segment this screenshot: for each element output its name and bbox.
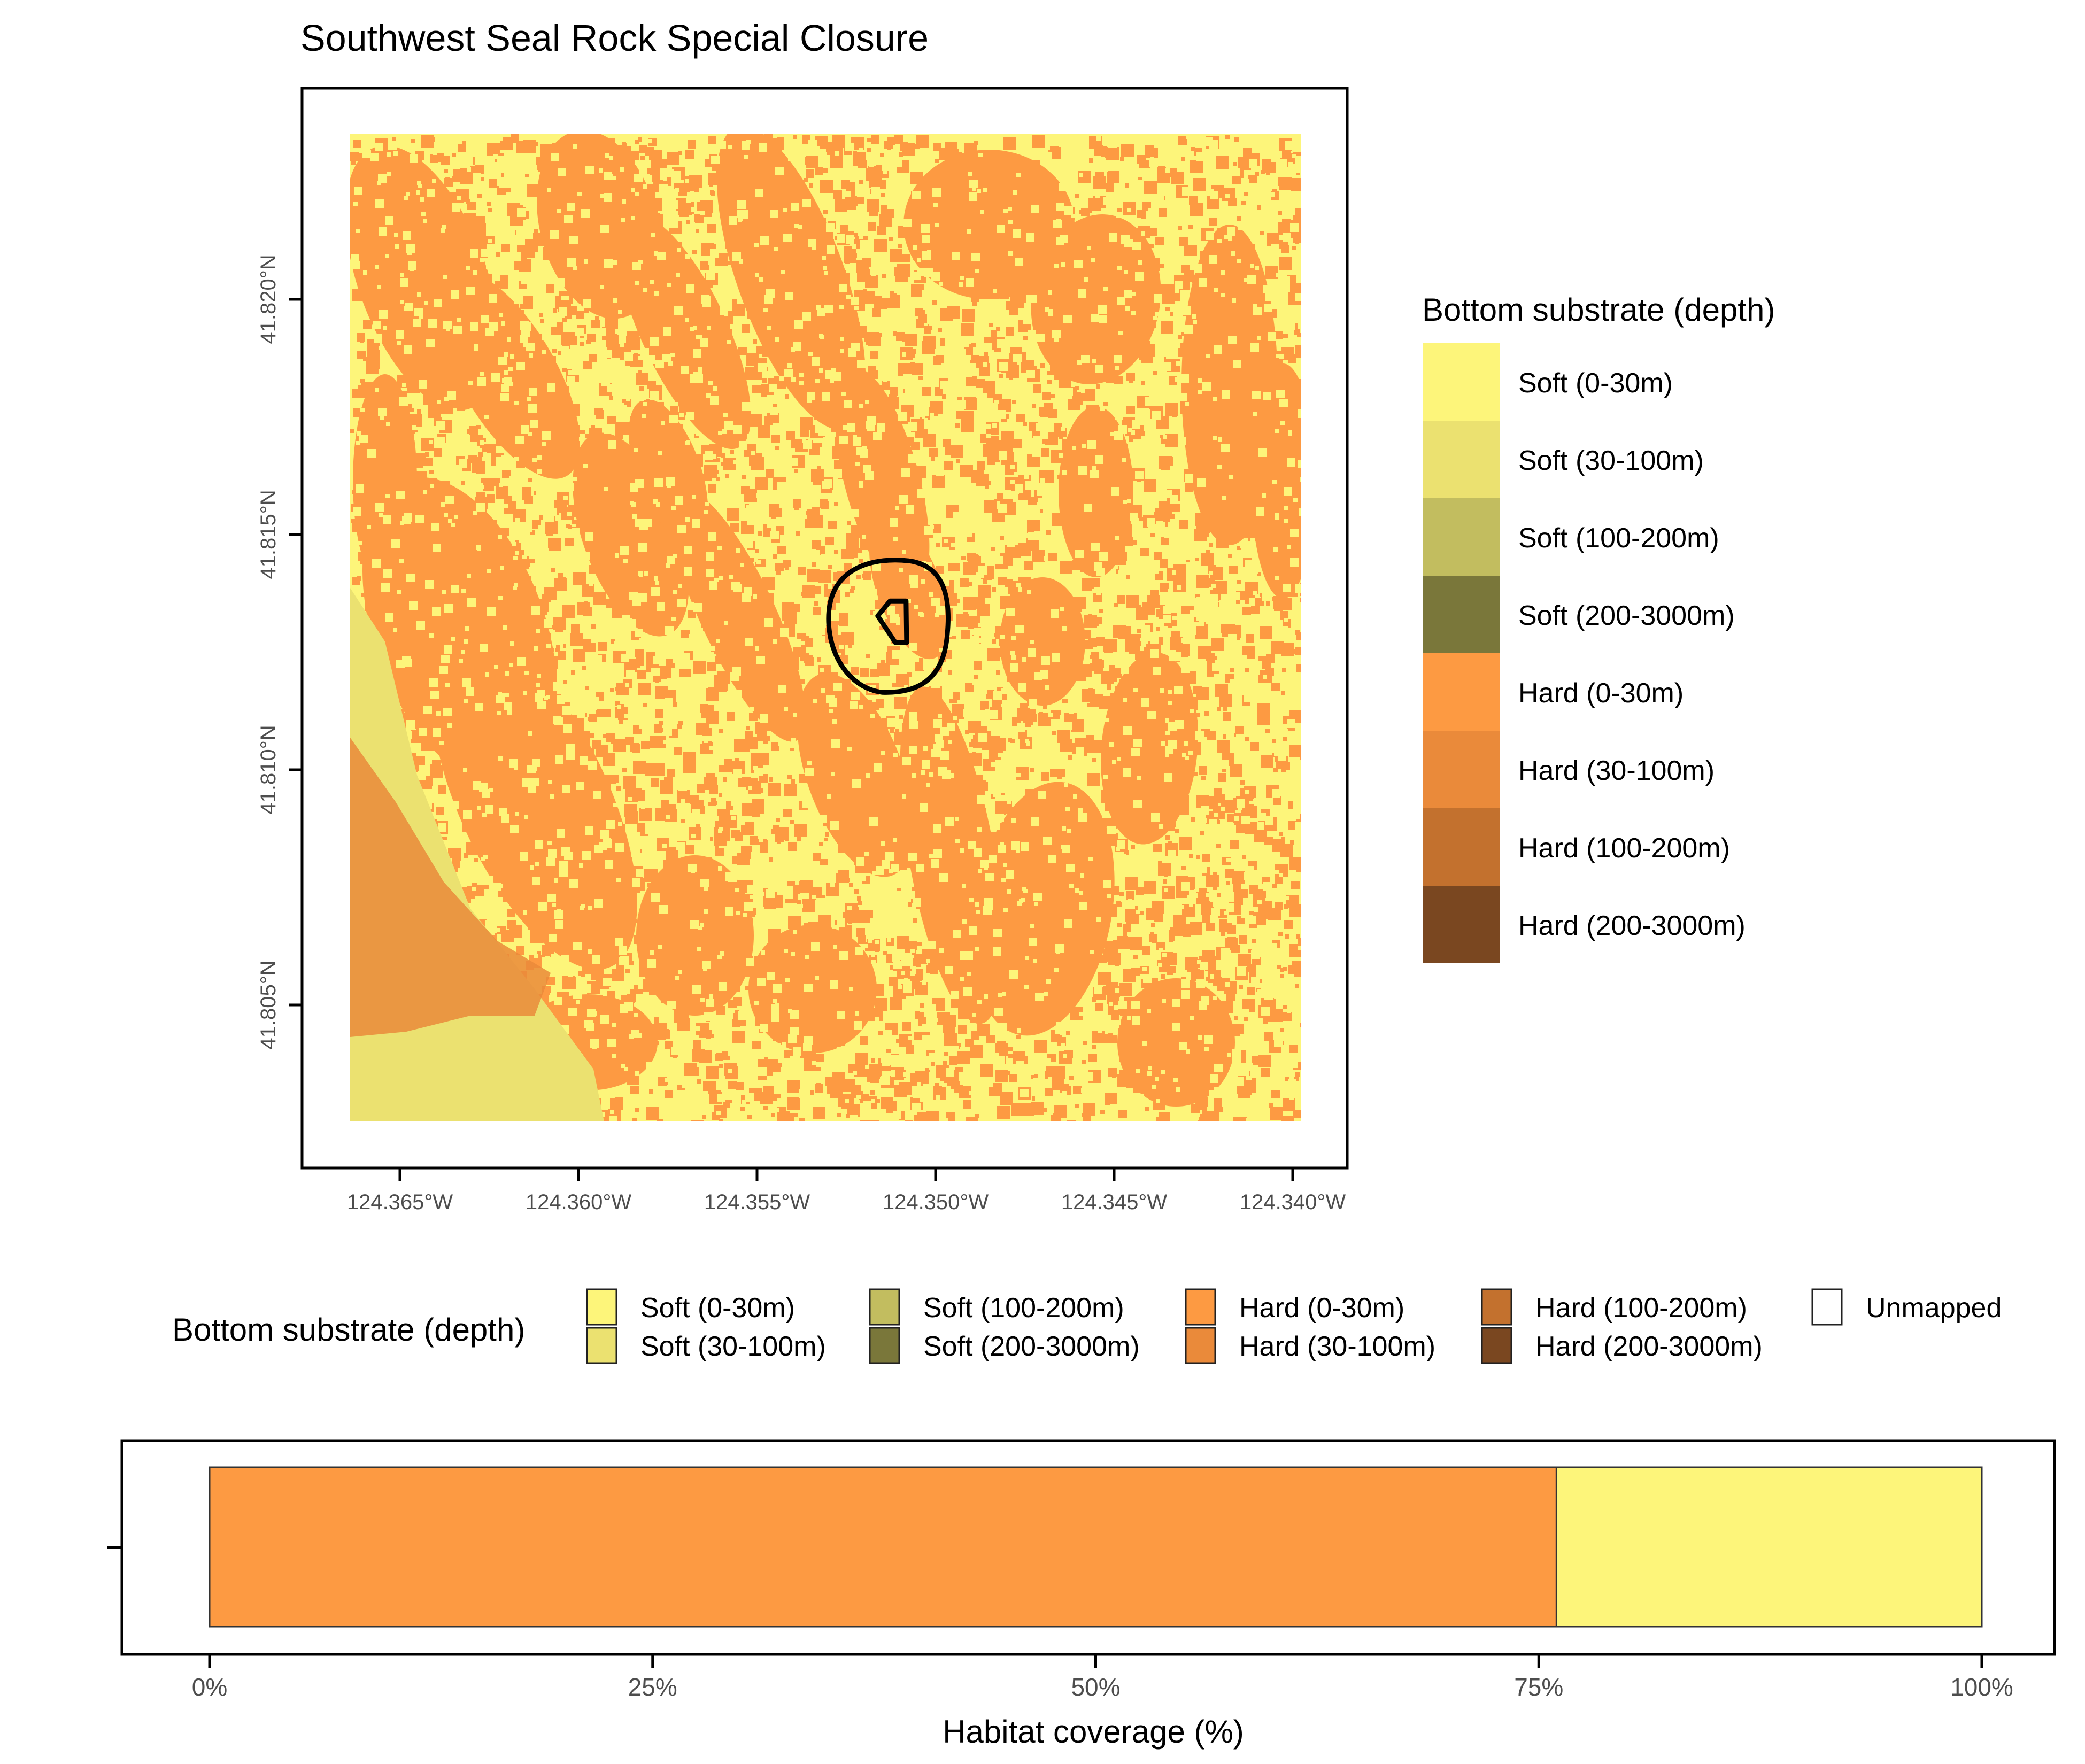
latitude-axis: 41.805°N 41.810°N 41.815°N 41.820°N xyxy=(257,254,302,1050)
coverage-x-tick-label: 100% xyxy=(1950,1673,2013,1701)
legend-right-swatch xyxy=(1423,731,1500,808)
legend-right-swatch xyxy=(1423,343,1500,421)
coverage-x-axis: 0% 25% 50% 75% 100% xyxy=(192,1654,2013,1701)
lon-tick-label: 124.360°W xyxy=(526,1190,632,1214)
legend-bottom-label: Soft (0-30m) xyxy=(640,1293,795,1324)
legend-right-label: Hard (30-100m) xyxy=(1518,755,1715,786)
coverage-x-tick-label: 50% xyxy=(1071,1673,1120,1701)
legend-bottom-label: Soft (30-100m) xyxy=(640,1331,826,1362)
map-panel: 41.805°N 41.810°N 41.815°N 41.820°N 124.365… xyxy=(257,87,1349,1214)
legend-right-swatch xyxy=(1423,421,1500,498)
coverage-bars xyxy=(208,1466,1983,1628)
lat-tick-label: 41.805°N xyxy=(257,960,280,1049)
coverage-x-tick-label: 75% xyxy=(1514,1673,1563,1701)
legend-right-swatch xyxy=(1423,498,1500,576)
legend-right-swatch xyxy=(1423,576,1500,653)
coverage-bar-segment xyxy=(208,1466,1557,1628)
legend-bottom-label: Hard (200-3000m) xyxy=(1535,1331,1763,1362)
coverage-x-tick-label: 0% xyxy=(192,1673,227,1701)
closure-outer-ring xyxy=(826,558,951,695)
hard-patch xyxy=(432,634,637,970)
hard-patch xyxy=(670,488,806,742)
lat-tick-label: 41.815°N xyxy=(257,490,280,579)
legend-right-label: Soft (30-100m) xyxy=(1518,445,1704,476)
legend-right-swatch xyxy=(1423,808,1500,886)
hard-30-100-patches xyxy=(350,738,551,1037)
legend-right-label: Soft (100-200m) xyxy=(1518,523,1719,554)
lat-tick-label: 41.820°N xyxy=(257,254,280,344)
legend-bottom-title: Bottom substrate (depth) xyxy=(172,1312,525,1348)
legend-bottom-label: Soft (200-3000m) xyxy=(923,1331,1140,1362)
legend-bottom-swatch xyxy=(869,1327,900,1364)
lon-tick-label: 124.350°W xyxy=(883,1190,989,1214)
closure-boundary xyxy=(826,558,951,695)
legend-right-label: Soft (0-30m) xyxy=(1518,368,1673,399)
legend-right-title: Bottom substrate (depth) xyxy=(1422,292,1775,328)
legend-right-label: Soft (200-3000m) xyxy=(1518,600,1735,631)
lon-tick-label: 124.340°W xyxy=(1240,1190,1346,1214)
legend-bottom-label: Hard (0-30m) xyxy=(1239,1293,1404,1324)
legend-bottom-label: Hard (30-100m) xyxy=(1239,1331,1435,1362)
legend-bottom-swatch xyxy=(1481,1288,1512,1326)
legend-bottom-swatch xyxy=(1185,1327,1216,1364)
soft-pixel-noise xyxy=(351,134,1301,1121)
legend-right: Bottom substrate (depth) Soft (0-30m) Sof… xyxy=(1422,292,1775,963)
coverage-bar-segment xyxy=(1555,1466,1983,1628)
substrate-raster xyxy=(350,134,1301,1121)
legend-bottom-swatch xyxy=(586,1288,617,1326)
lon-tick-label: 124.355°W xyxy=(704,1190,810,1214)
legend-bottom-swatch xyxy=(1185,1288,1216,1326)
coverage-x-tick-label: 25% xyxy=(628,1673,677,1701)
coverage-chart: 0% 25% 50% 75% 100% Habitat coverage (%) xyxy=(107,1439,2056,1750)
longitude-axis: 124.365°W 124.360°W 124.355°W 124.350°W 124.… xyxy=(347,1168,1346,1214)
hard-pixel-noise xyxy=(350,134,1301,1121)
lon-tick-label: 124.365°W xyxy=(347,1190,453,1214)
legend-bottom-swatch xyxy=(586,1327,617,1364)
closure-inner-ring xyxy=(875,598,909,645)
legend-bottom-label: Hard (100-200m) xyxy=(1535,1293,1747,1324)
legend-right-label: Hard (0-30m) xyxy=(1518,678,1684,709)
legend-bottom-swatch xyxy=(1481,1327,1512,1364)
legend-right-swatch xyxy=(1423,886,1500,963)
coverage-x-axis-title: Habitat coverage (%) xyxy=(943,1714,1244,1750)
legend-bottom-label: Soft (100-200m) xyxy=(923,1293,1124,1324)
legend-right-label: Hard (200-3000m) xyxy=(1518,910,1746,941)
hard-30-100-region xyxy=(350,738,551,1037)
legend-right-swatch xyxy=(1423,653,1500,731)
lon-tick-label: 124.345°W xyxy=(1061,1190,1168,1214)
lat-tick-label: 41.810°N xyxy=(257,725,280,814)
legend-bottom-label: Unmapped xyxy=(1866,1293,2002,1324)
legend-bottom-swatch xyxy=(1811,1288,1843,1326)
map-title: Southwest Seal Rock Special Closure xyxy=(300,17,929,59)
legend-bottom: Bottom substrate (depth) Soft (0-30m) Sof… xyxy=(172,1288,2002,1364)
legend-right-label: Hard (100-200m) xyxy=(1518,833,1730,864)
legend-bottom-swatch xyxy=(869,1288,900,1326)
